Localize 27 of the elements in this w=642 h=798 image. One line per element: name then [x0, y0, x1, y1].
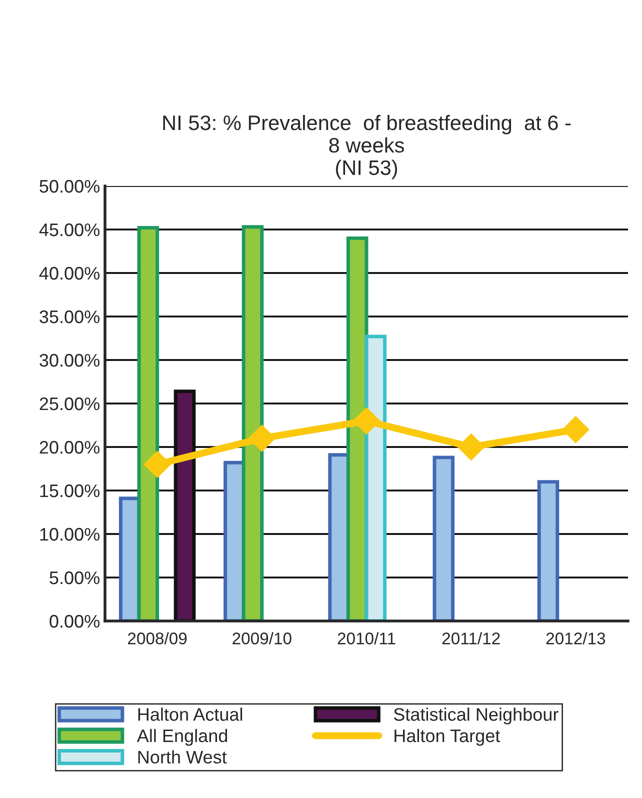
point	[562, 416, 590, 444]
x-tick-label: 2011/12	[442, 632, 500, 644]
x-tick-label: 2009/10	[232, 632, 292, 644]
legend-label: Halton Actual	[138, 708, 242, 721]
point	[248, 424, 276, 452]
y-tick-label: 40.00%	[39, 266, 100, 280]
y-tick-label: 15.00%	[40, 484, 100, 498]
y-tick-label: 5.00%	[50, 571, 100, 584]
y-tick-label: 45.00%	[39, 223, 100, 236]
y-tick-label: 30.00%	[40, 354, 100, 367]
x-tick-label: 2010/11	[338, 632, 396, 644]
y-tick-label: 50.00%	[40, 180, 100, 193]
y-tick-label: 10.00%	[40, 528, 100, 541]
legend-label: All England	[136, 728, 228, 746]
chart-title: NI 53: % Prevalence of breastfeeding at 6 - 8 weeks (NI 53)	[163, 114, 571, 180]
x-tick-label: 2012/13	[546, 632, 606, 644]
y-tick-label: 0.00%	[50, 614, 100, 628]
y-tick-label: 35.00%	[40, 310, 100, 324]
y-tick-label: 25.00%	[40, 397, 100, 410]
legend-label: Statistical Neighbour	[394, 708, 558, 724]
y-tick-label: 20.00%	[40, 440, 100, 454]
point	[144, 450, 171, 478]
point	[353, 407, 380, 434]
legend-label: North West	[138, 750, 227, 764]
legend-label: Halton Target	[394, 728, 500, 746]
point	[458, 434, 485, 460]
x-tick-label: 2008/09	[128, 632, 187, 644]
